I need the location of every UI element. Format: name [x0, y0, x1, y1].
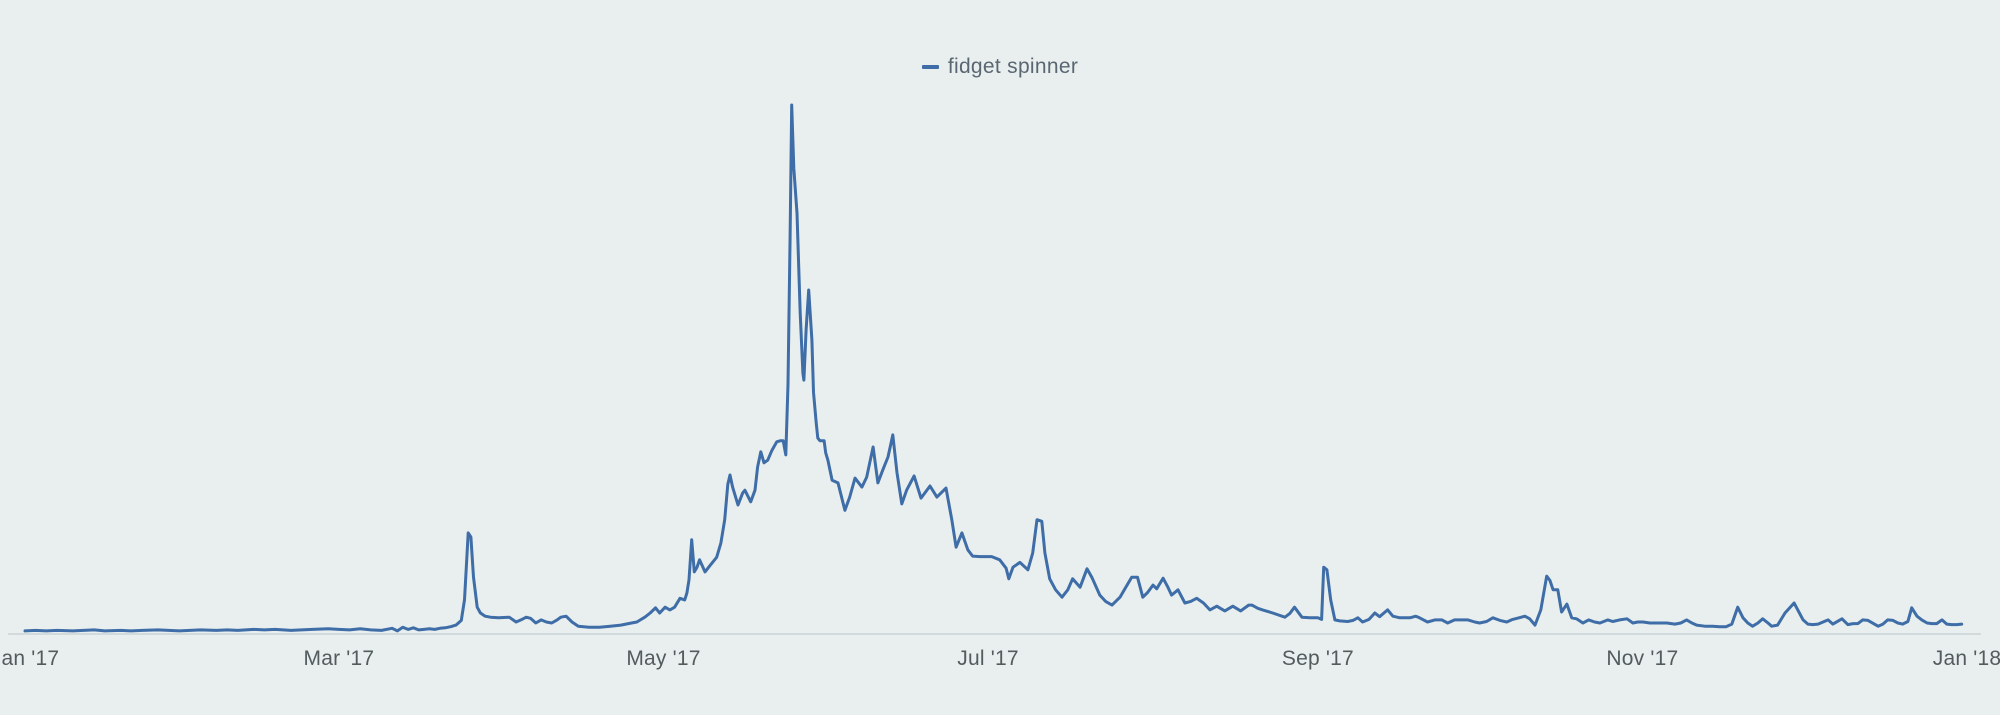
x-axis-tick-label: Jan '18: [1932, 647, 2000, 670]
series-line: [23, 103, 1964, 633]
x-axis-tick-label: Jan '17: [0, 647, 60, 670]
x-axis-tick-label: Jul '17: [957, 647, 1019, 670]
x-axis-tick-label: May '17: [626, 647, 701, 670]
x-axis-tick-label: Mar '17: [303, 647, 375, 670]
x-axis: Jan '17 Mar '17 May '17 Jul '17 Sep '17 …: [0, 647, 2000, 675]
x-axis-tick-label: Nov '17: [1606, 647, 1679, 670]
x-axis-tick-label: Sep '17: [1281, 647, 1354, 670]
